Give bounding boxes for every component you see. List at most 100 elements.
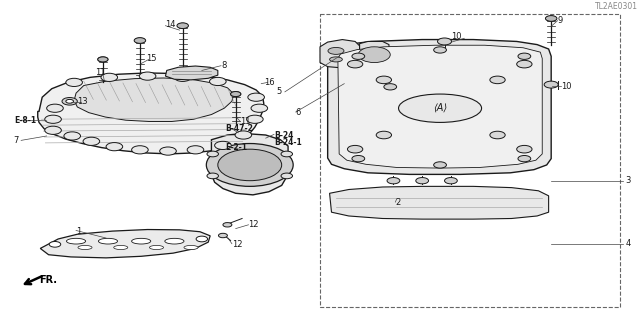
Circle shape	[251, 104, 268, 112]
Text: 8: 8	[221, 61, 227, 70]
Circle shape	[177, 23, 188, 28]
Text: 11: 11	[240, 117, 251, 126]
Circle shape	[544, 81, 558, 88]
Circle shape	[49, 242, 61, 247]
Circle shape	[140, 72, 156, 80]
Text: 2: 2	[396, 198, 401, 207]
Circle shape	[352, 53, 365, 60]
Text: TL2AE0301: TL2AE0301	[595, 2, 638, 11]
Circle shape	[230, 92, 241, 97]
Circle shape	[62, 98, 77, 105]
Circle shape	[101, 73, 118, 82]
Ellipse shape	[150, 245, 164, 250]
Circle shape	[376, 131, 392, 139]
Text: 7: 7	[13, 136, 19, 145]
Polygon shape	[320, 40, 360, 68]
Text: 15: 15	[147, 54, 157, 63]
Circle shape	[545, 16, 557, 21]
Circle shape	[98, 57, 108, 62]
Circle shape	[218, 149, 282, 181]
Circle shape	[281, 151, 292, 157]
Ellipse shape	[132, 238, 151, 244]
Circle shape	[445, 178, 458, 184]
Text: E-8-1: E-8-1	[15, 116, 37, 125]
Circle shape	[106, 143, 123, 151]
Polygon shape	[338, 45, 542, 168]
Circle shape	[177, 23, 188, 28]
Circle shape	[358, 47, 390, 62]
Circle shape	[490, 131, 505, 139]
Circle shape	[352, 156, 365, 162]
Text: 1: 1	[76, 227, 81, 236]
Circle shape	[516, 60, 532, 68]
Circle shape	[438, 38, 452, 45]
Circle shape	[47, 104, 63, 112]
Circle shape	[134, 38, 146, 43]
Ellipse shape	[165, 238, 184, 244]
Text: 10: 10	[561, 82, 572, 91]
Circle shape	[187, 146, 204, 154]
Circle shape	[246, 115, 263, 123]
Circle shape	[132, 146, 148, 154]
Circle shape	[516, 145, 532, 153]
Circle shape	[518, 156, 531, 162]
Circle shape	[384, 84, 397, 90]
Text: E-2-1: E-2-1	[225, 143, 248, 152]
Circle shape	[416, 178, 429, 184]
Ellipse shape	[330, 57, 342, 62]
Circle shape	[376, 76, 392, 84]
Polygon shape	[328, 40, 551, 174]
Polygon shape	[166, 66, 218, 80]
Circle shape	[209, 77, 226, 85]
Circle shape	[64, 132, 81, 140]
Circle shape	[196, 236, 207, 242]
Circle shape	[235, 131, 252, 139]
Circle shape	[214, 141, 231, 149]
Ellipse shape	[184, 245, 198, 250]
Text: 4: 4	[625, 239, 630, 248]
Ellipse shape	[328, 47, 344, 54]
Text: 6: 6	[296, 108, 301, 117]
Circle shape	[281, 173, 292, 179]
Circle shape	[348, 60, 363, 68]
Polygon shape	[38, 73, 264, 154]
Polygon shape	[360, 42, 389, 69]
Circle shape	[518, 53, 531, 60]
Circle shape	[348, 145, 363, 153]
Text: 9: 9	[557, 16, 563, 25]
Text: B-24-1: B-24-1	[274, 138, 302, 147]
Text: B-24: B-24	[274, 131, 293, 140]
Circle shape	[207, 151, 218, 157]
Circle shape	[45, 115, 61, 123]
Circle shape	[223, 223, 232, 227]
Circle shape	[135, 38, 145, 43]
Text: 3: 3	[625, 176, 630, 185]
Ellipse shape	[399, 94, 481, 123]
Polygon shape	[330, 186, 548, 219]
Polygon shape	[74, 78, 234, 122]
Text: 10: 10	[451, 32, 461, 41]
Circle shape	[230, 92, 241, 97]
Circle shape	[174, 73, 191, 82]
Text: 12: 12	[232, 240, 243, 249]
Circle shape	[45, 126, 61, 134]
Polygon shape	[211, 133, 288, 195]
Circle shape	[98, 57, 108, 62]
Ellipse shape	[67, 238, 86, 244]
Circle shape	[218, 233, 227, 238]
Ellipse shape	[114, 245, 128, 250]
Text: 14: 14	[166, 20, 176, 29]
Circle shape	[434, 47, 447, 53]
Ellipse shape	[78, 245, 92, 250]
Circle shape	[160, 147, 176, 155]
Circle shape	[387, 178, 400, 184]
Text: 11: 11	[95, 68, 106, 77]
Circle shape	[83, 137, 100, 145]
Circle shape	[66, 78, 83, 86]
Text: B-47-2: B-47-2	[225, 124, 253, 133]
Text: 5: 5	[276, 87, 282, 96]
Polygon shape	[40, 229, 210, 258]
Circle shape	[248, 93, 264, 101]
Circle shape	[434, 162, 447, 168]
Text: 16: 16	[264, 78, 275, 87]
